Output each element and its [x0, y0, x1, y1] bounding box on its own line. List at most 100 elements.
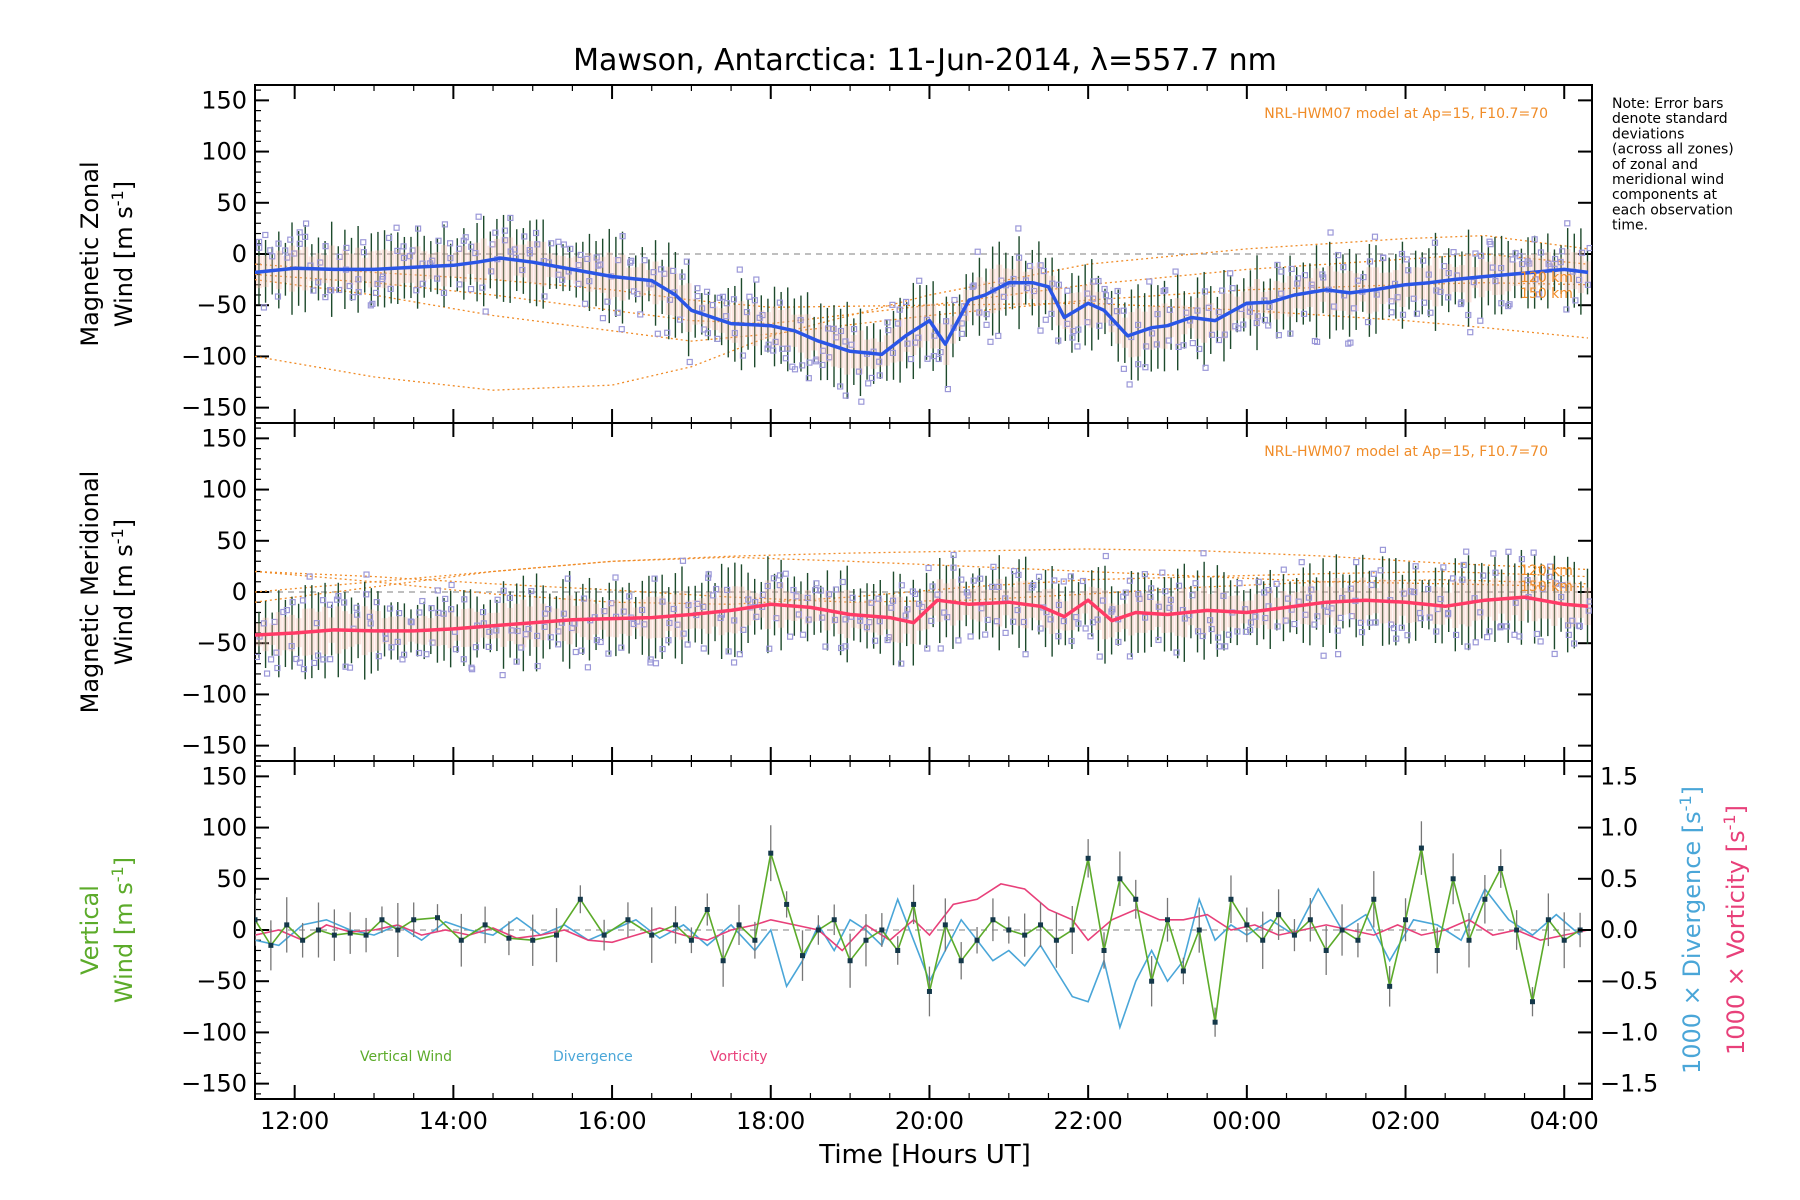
zone-point	[1416, 609, 1424, 617]
zone-point	[260, 620, 267, 627]
zone-point	[918, 603, 926, 611]
zone-point	[414, 225, 422, 232]
zone-point	[1167, 596, 1174, 604]
zone-point	[1278, 268, 1285, 275]
zone-point	[1440, 263, 1448, 270]
zone-point	[916, 277, 923, 284]
zone-point	[1340, 264, 1347, 271]
model-curve-label: 120 km	[1520, 563, 1573, 579]
zone-point	[1492, 278, 1499, 285]
zone-point	[665, 637, 672, 644]
zone-point	[472, 249, 479, 257]
zone-point	[1558, 593, 1565, 601]
zone-point	[1308, 586, 1315, 593]
zone-point	[978, 605, 985, 612]
zone-point	[1347, 339, 1354, 346]
zone-point	[555, 238, 562, 245]
zone-point	[1194, 307, 1201, 314]
zone-point	[1509, 256, 1516, 263]
zone-point	[1189, 592, 1196, 599]
zone-point	[1585, 607, 1592, 614]
zone-point	[1302, 611, 1309, 618]
zone-point	[770, 347, 777, 354]
vertical-wind-point	[1228, 896, 1234, 902]
zone-point	[1516, 633, 1523, 640]
zone-point	[1136, 595, 1143, 602]
zone-point	[1275, 332, 1282, 339]
vertical-wind-point	[1276, 912, 1282, 918]
zone-point	[448, 606, 455, 613]
zone-point	[577, 251, 584, 259]
zone-point	[1147, 593, 1154, 601]
zone-point	[782, 570, 789, 577]
zone-point	[468, 243, 475, 250]
zone-point	[965, 592, 972, 599]
zone-point	[519, 266, 526, 274]
zone-point	[898, 582, 905, 589]
zone-point	[1051, 577, 1058, 584]
zone-point	[1064, 287, 1071, 294]
zone-point	[472, 644, 480, 651]
zone-point	[766, 645, 773, 652]
y-tick-label: 100	[201, 476, 247, 504]
zone-point	[541, 293, 548, 300]
zone-point	[1433, 628, 1440, 635]
zone-point	[924, 355, 931, 362]
vertical-wind-point	[379, 917, 385, 923]
zone-point	[983, 311, 990, 318]
zone-point	[1294, 275, 1302, 282]
vertical-wind-point	[1371, 896, 1377, 902]
zone-point	[951, 296, 958, 304]
zone-point	[998, 277, 1005, 284]
zone-point	[1492, 569, 1499, 576]
zone-point	[400, 254, 408, 262]
vertical-wind-point	[347, 930, 353, 936]
zone-point	[1141, 614, 1149, 621]
y-axis-title: Magnetic Zonal	[76, 161, 104, 346]
zone-point	[548, 240, 555, 247]
zone-point	[1445, 270, 1452, 277]
zone-point	[382, 635, 389, 642]
zone-point	[1082, 625, 1089, 632]
zone-point	[409, 247, 416, 254]
zone-point	[461, 596, 468, 603]
zone-point	[1477, 609, 1484, 616]
vertical-wind-point	[815, 927, 821, 933]
zone-point	[714, 335, 721, 342]
vertical-wind-point	[958, 958, 964, 964]
zone-point	[1261, 316, 1268, 324]
zone-point	[1278, 290, 1285, 297]
zone-point	[1180, 342, 1187, 349]
y-axis-title-units: Wind [m s-1]	[108, 857, 138, 1003]
zone-point	[302, 220, 310, 227]
zone-point	[679, 273, 686, 280]
zone-point	[326, 601, 334, 608]
zone-point	[423, 651, 430, 658]
zone-point	[271, 618, 278, 626]
y-tick-label: −100	[181, 680, 247, 708]
zone-point	[1437, 288, 1444, 296]
zone-point	[419, 597, 426, 605]
zone-point	[255, 238, 263, 246]
zone-point	[1254, 313, 1261, 320]
zone-point	[904, 606, 911, 613]
vertical-wind-point	[1434, 947, 1440, 953]
vertical-wind-point	[990, 917, 996, 923]
zone-point	[1155, 636, 1162, 644]
zone-point	[875, 595, 882, 602]
zone-point	[912, 590, 919, 598]
zone-point	[526, 250, 533, 257]
zone-point	[903, 298, 910, 306]
y-tick-label: −50	[196, 291, 247, 319]
model-curve-label: 150 km	[1520, 286, 1573, 302]
zone-point	[865, 380, 872, 387]
zone-point	[1015, 571, 1022, 578]
zone-point	[1154, 311, 1161, 318]
zone-point	[452, 646, 460, 653]
zone-point	[1253, 319, 1260, 327]
vertical-wind-point	[554, 932, 560, 938]
zone-point	[967, 633, 974, 640]
zone-point	[564, 575, 571, 582]
